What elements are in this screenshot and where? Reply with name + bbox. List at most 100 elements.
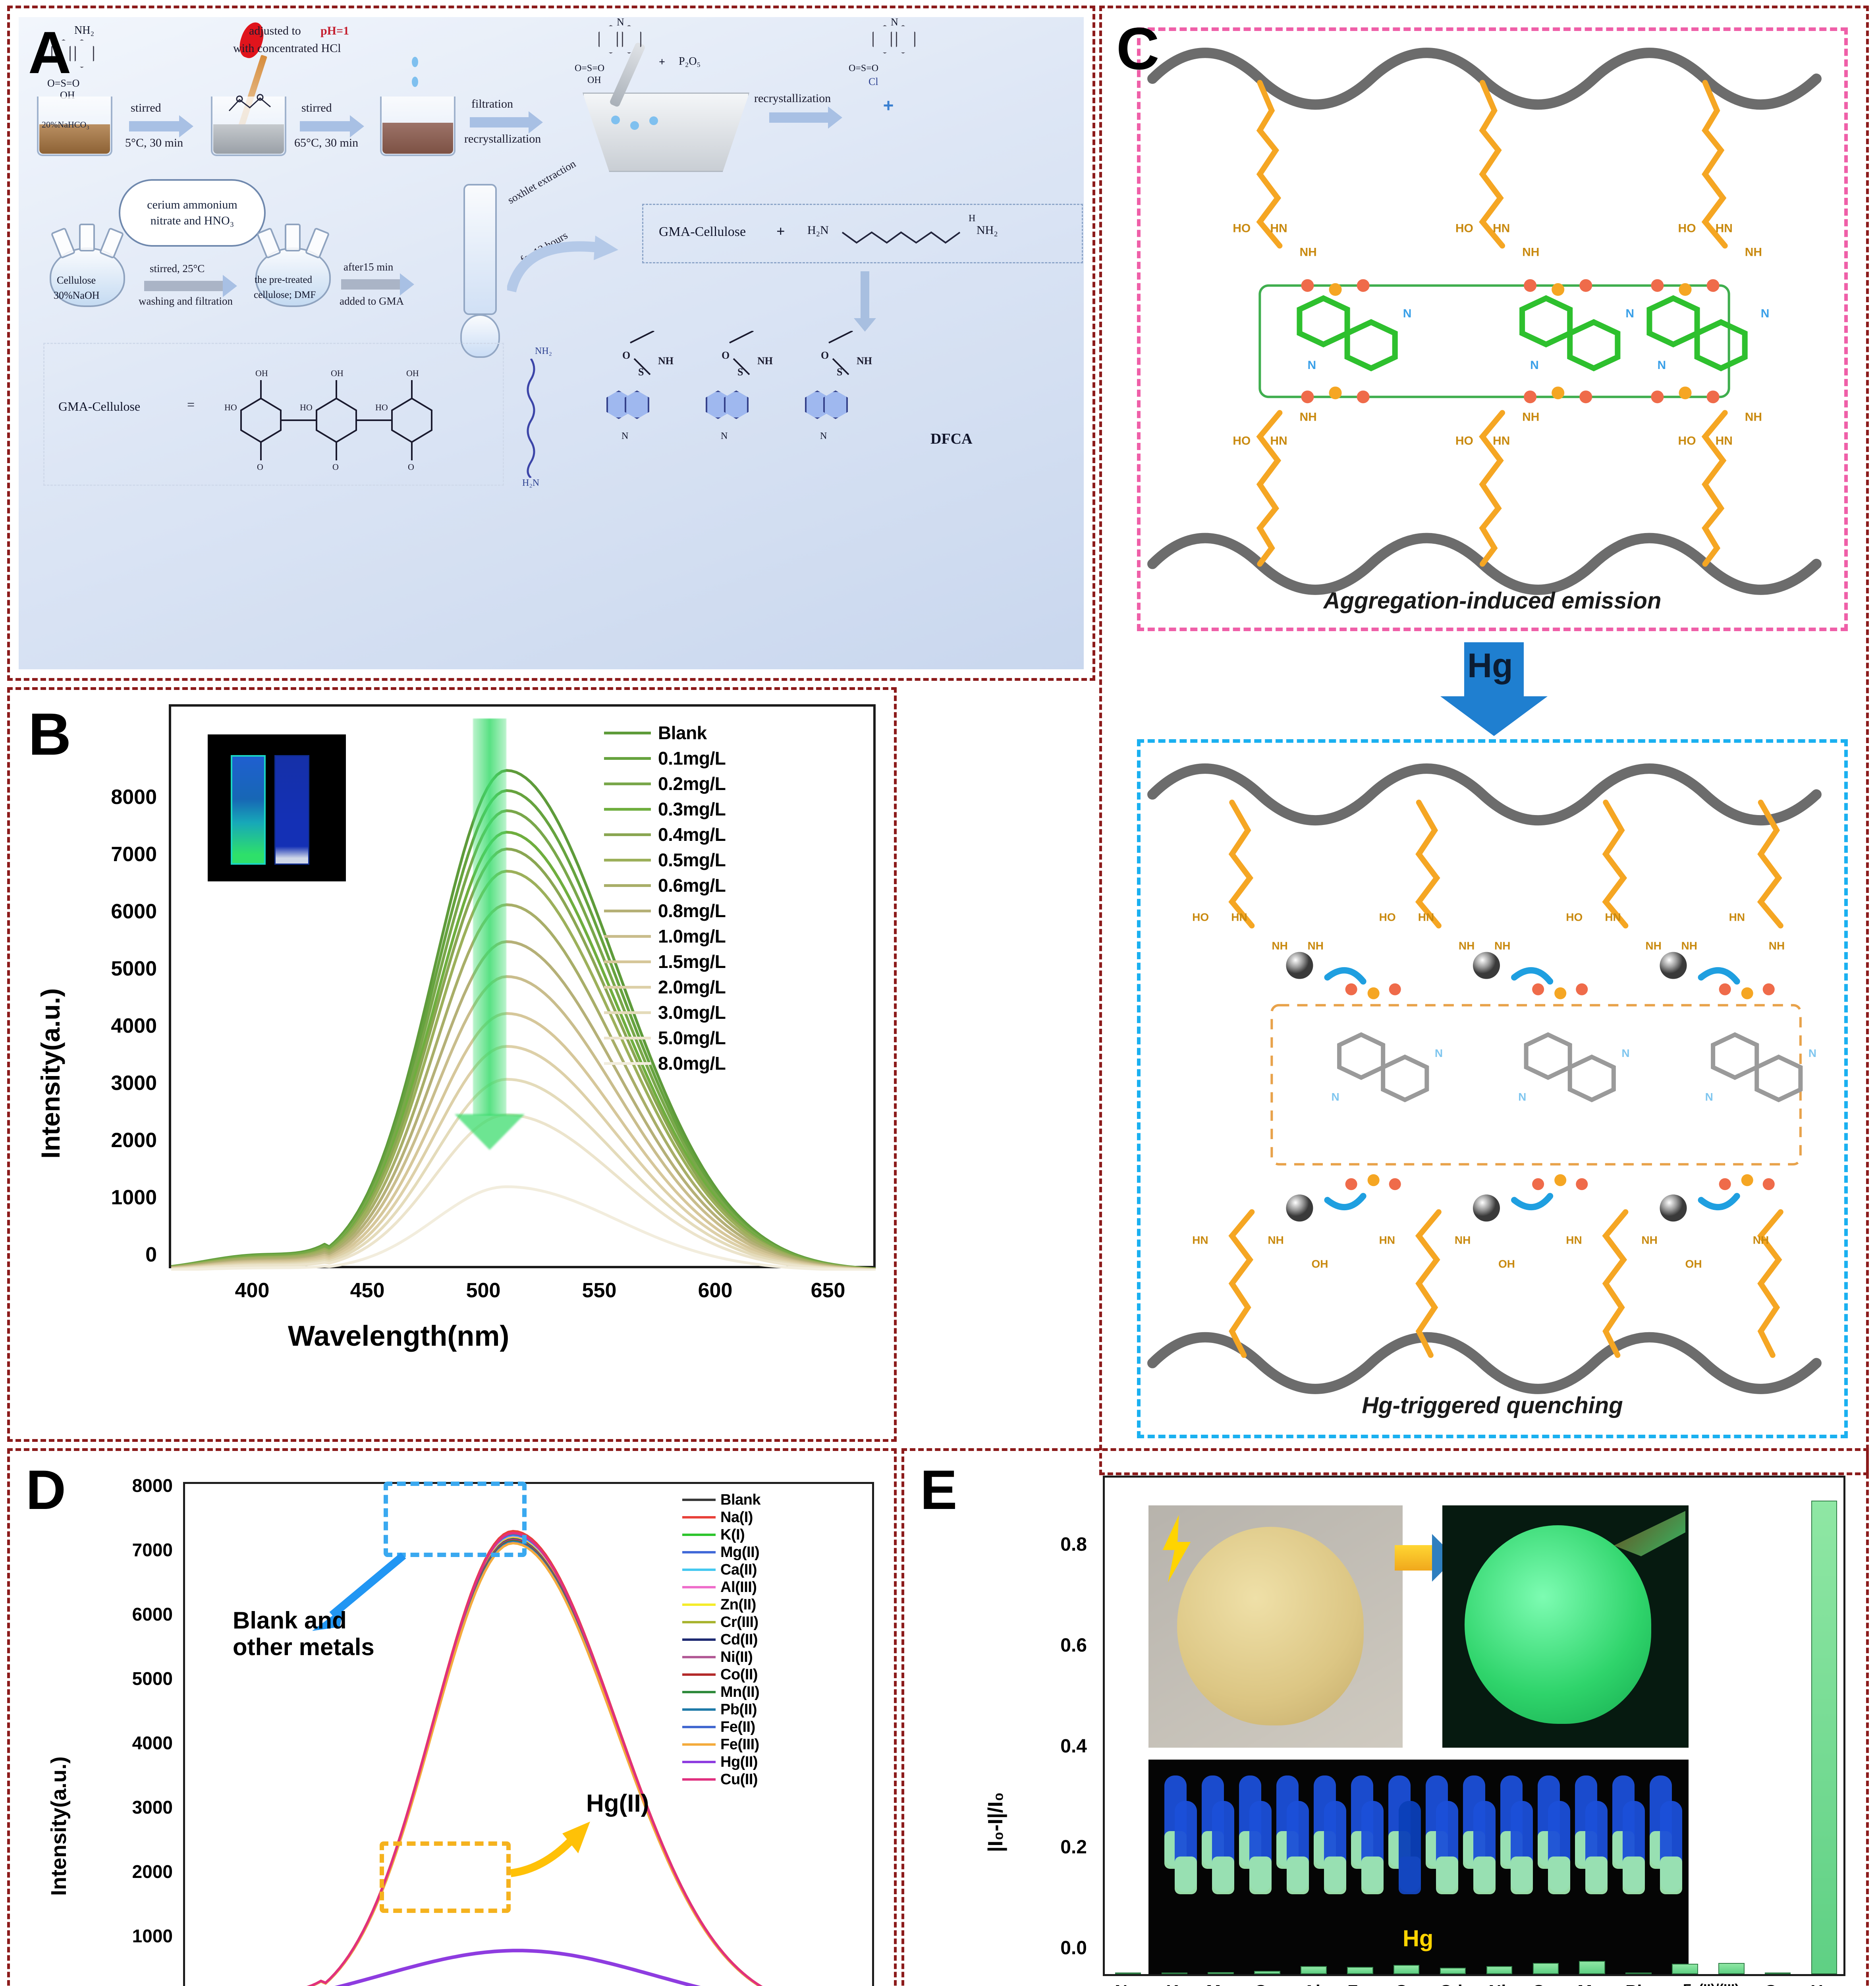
panel-b-legend-label: 2.0mg/L bbox=[658, 977, 726, 997]
panel-d-legend-item[interactable]: Cr(III) bbox=[682, 1613, 760, 1631]
panel-d-legend-item[interactable]: Zn(II) bbox=[682, 1596, 760, 1613]
label-pretreated-2: cellulose; DMF bbox=[254, 290, 316, 300]
panel-b-xlabel: Wavelength(nm) bbox=[288, 1320, 510, 1352]
panel-b-legend-label: 0.1mg/L bbox=[658, 748, 726, 769]
panel-b-legend-item[interactable]: 0.2mg/L bbox=[604, 771, 726, 796]
panel-d-legend-item[interactable]: Co(II) bbox=[682, 1666, 760, 1683]
panel-e-bars bbox=[1105, 1478, 1843, 1974]
panel-e-bar[interactable] bbox=[1672, 1964, 1698, 1974]
panel-b-legend-item[interactable]: 0.1mg/L bbox=[604, 746, 726, 771]
panel-a-canvas: NH₂ O=S=O OH 20%NaHCO₃ stirred 5°C, 30 m… bbox=[19, 16, 1084, 669]
panel-b-legend-item[interactable]: 0.8mg/L bbox=[604, 898, 726, 923]
panel-e-powder-uv bbox=[1442, 1505, 1689, 1748]
cloud-line-1: cerium ammonium bbox=[147, 198, 237, 211]
panel-d-legend-label: Fe(II) bbox=[720, 1718, 755, 1735]
panel-b-legend-item[interactable]: 5.0mg/L bbox=[604, 1025, 726, 1051]
gma-cellulose-definition-box bbox=[43, 343, 504, 486]
panel-b-legend-item[interactable]: 3.0mg/L bbox=[604, 1000, 726, 1025]
beaker-3 bbox=[380, 97, 455, 156]
svg-text:HN: HN bbox=[1605, 911, 1621, 923]
flask-2-neck-left bbox=[256, 227, 282, 259]
panel-d-legend-label: Cd(II) bbox=[720, 1631, 758, 1648]
panel-e-xtick-label: Co bbox=[1521, 1982, 1567, 1986]
panel-e-bar[interactable] bbox=[1532, 1963, 1559, 1974]
svg-text:HN: HN bbox=[1231, 911, 1247, 923]
panel-b-legend-item[interactable]: 1.0mg/L bbox=[604, 923, 726, 949]
d-ytick-8000: 8000 bbox=[132, 1475, 173, 1496]
d-ytick-1000: 1000 bbox=[132, 1926, 173, 1946]
panel-d-legend-swatch bbox=[682, 1656, 716, 1658]
panel-e-bar[interactable] bbox=[1764, 1972, 1791, 1974]
panel-e-bar[interactable] bbox=[1811, 1500, 1837, 1974]
svg-text:HO: HO bbox=[375, 402, 388, 412]
dfca-structure: O S NH O S NH O S NH bbox=[598, 330, 988, 502]
panel-d-legend-item[interactable]: Al(III) bbox=[682, 1578, 760, 1596]
panel-d-legend-item[interactable]: Hg(II) bbox=[682, 1753, 760, 1771]
svg-text:N: N bbox=[1808, 1047, 1816, 1059]
panel-e-bar[interactable] bbox=[1486, 1966, 1513, 1974]
d-ytick-4000: 4000 bbox=[132, 1733, 173, 1753]
svg-text:HO: HO bbox=[1678, 222, 1696, 235]
panel-d-legend-item[interactable]: Cd(II) bbox=[682, 1631, 760, 1648]
panel-e-vials-graphic: Hg bbox=[1164, 1775, 1682, 1951]
panel-d-legend-item[interactable]: Mn(II) bbox=[682, 1683, 760, 1701]
panel-e-bar[interactable] bbox=[1208, 1972, 1234, 1974]
b-ytick-8000: 8000 bbox=[111, 786, 157, 809]
svg-text:N: N bbox=[1761, 307, 1770, 320]
panel-b-legend-item[interactable]: 8.0mg/L bbox=[604, 1051, 726, 1076]
panel-e-xtick-label: Fe(II)/(III) bbox=[1683, 1982, 1739, 1986]
panel-e-bar[interactable] bbox=[1440, 1967, 1466, 1974]
svg-text:HO: HO bbox=[1379, 911, 1396, 923]
panel-d-legend-item[interactable]: Ni(II) bbox=[682, 1648, 760, 1666]
ph-value: pH=1 bbox=[320, 24, 349, 37]
panel-d-legend-item[interactable]: Mg(II) bbox=[682, 1544, 760, 1561]
gma-cellulose-structure: OH OH OH HO HO HO O O O bbox=[217, 351, 495, 482]
svg-text:HN: HN bbox=[1716, 222, 1733, 235]
svg-text:HO: HO bbox=[1455, 434, 1473, 447]
soxhlet-extractor bbox=[463, 184, 497, 315]
mortar-droplet-1 bbox=[611, 116, 620, 124]
panel-b-legend-item[interactable]: 0.6mg/L bbox=[604, 873, 726, 898]
panel-d-legend-label: Al(III) bbox=[720, 1578, 757, 1596]
panel-e-bar[interactable] bbox=[1115, 1972, 1141, 1974]
svg-text:N: N bbox=[1435, 1047, 1443, 1059]
label-diamine-nh2: NH₂ bbox=[977, 224, 998, 237]
panel-d-legend-item[interactable]: Fe(II) bbox=[682, 1718, 760, 1736]
label-so2cl: O=S=O bbox=[849, 63, 879, 73]
b-xtick-400: 400 bbox=[235, 1279, 270, 1302]
panel-e-bar[interactable] bbox=[1393, 1965, 1420, 1974]
panel-e-bar[interactable] bbox=[1625, 1972, 1652, 1974]
panel-e-bar[interactable] bbox=[1579, 1961, 1605, 1974]
panel-e-bar[interactable] bbox=[1718, 1963, 1745, 1974]
panel-d-plot-area: Blank and other metals Hg(II) Blank Na(I)… bbox=[183, 1482, 874, 1986]
svg-text:NH: NH bbox=[1268, 1234, 1283, 1246]
panel-d-legend-item[interactable]: Blank bbox=[682, 1491, 760, 1509]
panel-b-legend-item[interactable]: 0.4mg/L bbox=[604, 822, 726, 847]
panel-e-selectivity-bar: E |I₀-I|/I₀ 0.8 0.6 0.4 0.2 0.0 Hg NaKMg… bbox=[901, 1448, 1869, 1986]
panel-d-legend-item[interactable]: Fe(III) bbox=[682, 1736, 760, 1753]
panel-b-legend-item[interactable]: Blank bbox=[604, 720, 726, 746]
panel-d-legend-item[interactable]: Ca(II) bbox=[682, 1561, 760, 1578]
droplet-2 bbox=[412, 77, 418, 87]
panel-c-top-caption: Aggregation-induced emission bbox=[1323, 588, 1662, 614]
panel-d-legend-item[interactable]: Na(I) bbox=[682, 1509, 760, 1526]
panel-e-bar[interactable] bbox=[1301, 1966, 1327, 1974]
panel-d-legend-item[interactable]: Pb(II) bbox=[682, 1701, 760, 1718]
panel-d-legend-item[interactable]: Cu(II) bbox=[682, 1771, 760, 1788]
panel-b-legend-item[interactable]: 1.5mg/L bbox=[604, 949, 726, 974]
panel-b-legend-item[interactable]: 2.0mg/L bbox=[604, 974, 726, 1000]
b-xtick-450: 450 bbox=[350, 1279, 385, 1302]
panel-d-annotation-blank: Blank and other metals bbox=[233, 1607, 374, 1660]
svg-text:HN: HN bbox=[1192, 1234, 1208, 1246]
panel-e-bar[interactable] bbox=[1161, 1972, 1188, 1974]
panel-c-hg-arrow bbox=[1440, 642, 1548, 736]
d-ytick-2000: 2000 bbox=[132, 1861, 173, 1882]
panel-d-legend-swatch bbox=[682, 1691, 716, 1693]
panel-b-legend-item[interactable]: 0.3mg/L bbox=[604, 796, 726, 822]
panel-c-quench-graphic: HO HN NH NH HO HN NH NH HO HN NH NH HN NH HN NH OH H… bbox=[1147, 763, 1822, 1394]
panel-d-legend-item[interactable]: K(I) bbox=[682, 1526, 760, 1544]
panel-e-bar[interactable] bbox=[1347, 1967, 1373, 1974]
panel-b-legend-item[interactable]: 0.5mg/L bbox=[604, 847, 726, 873]
dfca-n-3: N bbox=[820, 431, 827, 441]
panel-e-bar[interactable] bbox=[1254, 1971, 1280, 1974]
